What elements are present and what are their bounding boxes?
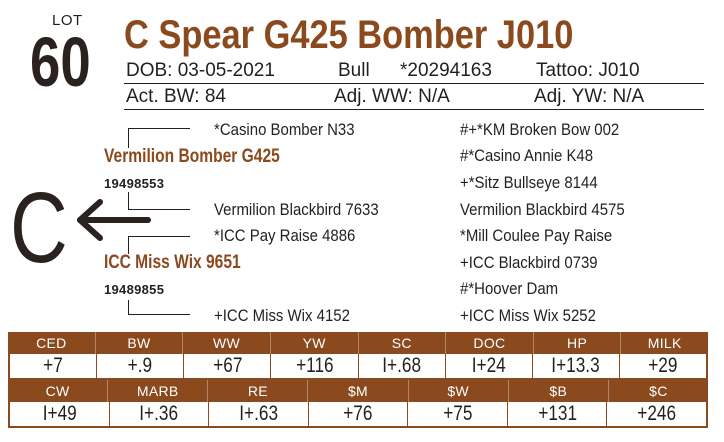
pedigree-line: [128, 128, 129, 148]
sire-sire: *Casino Bomber N33: [214, 120, 355, 139]
ancestor: *Mill Coulee Pay Raise: [460, 226, 613, 245]
pedigree-line: [128, 236, 190, 237]
epd-value: I+.36: [110, 402, 210, 426]
tattoo: Tattoo: J010: [536, 60, 640, 81]
lot-label: LOT: [52, 12, 83, 29]
pedigree-line: [128, 314, 190, 315]
adjusted-ww: Adj. WW: N/A: [334, 86, 450, 107]
pedigree-line: [128, 209, 190, 210]
epd-header-row: CW MARB RE $M $W $B $C: [8, 380, 708, 402]
ancestor: +*Sitz Bullseye 8144: [460, 173, 598, 192]
info-divider: [124, 83, 704, 84]
arrow-left-icon: [77, 199, 151, 241]
epd-value: I+.68: [359, 354, 446, 378]
dam-dam: +ICC Miss Wix 4152: [214, 306, 350, 325]
actual-bw: Act. BW: 84: [126, 86, 226, 107]
epd-value: +7: [10, 354, 98, 378]
epd-value: +75: [408, 402, 508, 426]
epd-header: SC: [359, 332, 447, 354]
epd-header: YW: [271, 332, 359, 354]
epd-header: HP: [534, 332, 622, 354]
ancestor: Vermilion Blackbird 4575: [460, 200, 625, 219]
dam-name: ICC Miss Wix 9651: [104, 252, 241, 273]
epd-value: +29: [648, 354, 678, 377]
ancestor: #+*KM Broken Bow 002: [460, 120, 620, 139]
sire-letter: C: [10, 172, 68, 284]
epd-header: MILK: [647, 335, 682, 351]
epd-header: CED: [8, 332, 96, 354]
pedigree-line: [128, 236, 129, 254]
epd-header: MARB: [108, 380, 209, 402]
sire-registration: 19498553: [104, 176, 165, 191]
sire-dam: Vermilion Blackbird 7633: [214, 200, 379, 219]
epd-header: BW: [96, 332, 184, 354]
lot-number: 60: [30, 23, 91, 101]
sex: Bull: [338, 60, 370, 81]
epd-value: I+49: [10, 402, 110, 426]
epd-header: $B: [509, 380, 609, 402]
epd-header-row: CED BW WW YW SC DOC HP MILK: [8, 332, 708, 354]
pedigree-line: [128, 300, 129, 314]
pedigree-line: [128, 128, 190, 129]
epd-table-1: CED BW WW YW SC DOC HP MILK +7 +.9 +67 +…: [8, 332, 708, 380]
epd-value: +.9: [97, 354, 185, 378]
dob: DOB: 03-05-2021: [126, 60, 275, 81]
epd-value-row: +7 +.9 +67 +116 I+.68 I+24 I+13.3 +29: [8, 354, 708, 380]
epd-header: $W: [409, 380, 509, 402]
epd-header: $C: [649, 383, 668, 399]
registration-number: *20294163: [400, 60, 492, 81]
dam-sire: *ICC Pay Raise 4886: [214, 226, 356, 245]
ancestor: #*Casino Annie K48: [460, 146, 594, 165]
animal-title: C Spear G425 Bomber J010: [124, 13, 574, 57]
epd-value: I+13.3: [533, 354, 620, 378]
epd-value: +246: [637, 402, 677, 425]
epd-header: $M: [308, 380, 409, 402]
sire-name: Vermilion Bomber G425: [104, 146, 280, 167]
epd-header: WW: [183, 332, 271, 354]
epd-value: +76: [309, 402, 409, 426]
epd-value: +116: [271, 354, 359, 378]
adjusted-yw: Adj. YW: N/A: [534, 86, 645, 107]
epd-table-2: CW MARB RE $M $W $B $C I+49 I+.36 I+.63 …: [8, 380, 708, 428]
epd-value: I+24: [446, 354, 533, 378]
ancestor: #*Hoover Dam: [460, 279, 559, 298]
epd-value-row: I+49 I+.36 I+.63 +76 +75 +131 +246: [8, 402, 708, 428]
pedigree-line: [128, 192, 129, 209]
epd-header: RE: [208, 380, 309, 402]
epd-value: I+.63: [209, 402, 309, 426]
ancestor: +ICC Miss Wix 5252: [460, 306, 596, 325]
epd-value: +67: [184, 354, 272, 378]
epd-header: CW: [8, 380, 109, 402]
ancestor: +ICC Blackbird 0739: [460, 253, 598, 272]
info-divider-bottom: [124, 109, 704, 110]
epd-value: +131: [508, 402, 608, 426]
dam-registration: 19489855: [104, 282, 165, 297]
epd-header: DOC: [446, 332, 534, 354]
